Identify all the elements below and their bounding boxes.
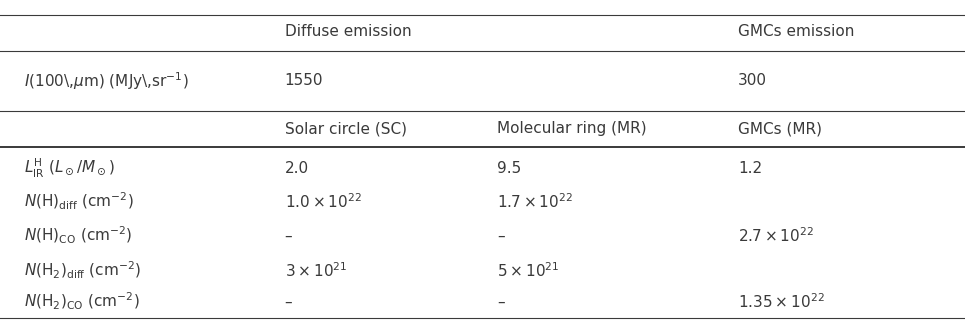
- Text: 1.2: 1.2: [738, 161, 762, 176]
- Text: $3\times10^{21}$: $3\times10^{21}$: [285, 261, 347, 280]
- Text: –: –: [285, 294, 292, 310]
- Text: $1.7\times10^{22}$: $1.7\times10^{22}$: [497, 192, 573, 211]
- Text: 2.0: 2.0: [285, 161, 309, 176]
- Text: $1.0\times10^{22}$: $1.0\times10^{22}$: [285, 192, 362, 211]
- Text: $N$(H$_2$)$_{\rm diff}$ (cm$^{-2}$): $N$(H$_2$)$_{\rm diff}$ (cm$^{-2}$): [24, 260, 141, 281]
- Text: –: –: [497, 228, 505, 244]
- Text: $1.35\times10^{22}$: $1.35\times10^{22}$: [738, 293, 825, 311]
- Text: 300: 300: [738, 73, 767, 88]
- Text: $N$(H$_2$)$_{\rm CO}$ (cm$^{-2}$): $N$(H$_2$)$_{\rm CO}$ (cm$^{-2}$): [24, 291, 140, 313]
- Text: $2.7\times10^{22}$: $2.7\times10^{22}$: [738, 227, 814, 245]
- Text: 1550: 1550: [285, 73, 323, 88]
- Text: Solar circle (SC): Solar circle (SC): [285, 121, 406, 136]
- Text: 9.5: 9.5: [497, 161, 521, 176]
- Text: –: –: [285, 228, 292, 244]
- Text: $\mathit{I}$(100\,$\mathit{\mu}$m) (MJy\,sr$^{-1}$): $\mathit{I}$(100\,$\mathit{\mu}$m) (MJy\…: [24, 70, 189, 92]
- Text: $5\times10^{21}$: $5\times10^{21}$: [497, 261, 560, 280]
- Text: Diffuse emission: Diffuse emission: [285, 24, 411, 39]
- Text: $N$(H)$_{\rm CO}$ (cm$^{-2}$): $N$(H)$_{\rm CO}$ (cm$^{-2}$): [24, 225, 132, 247]
- Text: GMCs (MR): GMCs (MR): [738, 121, 822, 136]
- Text: $N$(H)$_{\rm diff}$ (cm$^{-2}$): $N$(H)$_{\rm diff}$ (cm$^{-2}$): [24, 191, 134, 212]
- Text: Molecular ring (MR): Molecular ring (MR): [497, 121, 647, 136]
- Text: GMCs emission: GMCs emission: [738, 24, 855, 39]
- Text: $L^{\rm H}_{\rm IR}$ ($L_\odot$/$M_\odot$): $L^{\rm H}_{\rm IR}$ ($L_\odot$/$M_\odot…: [24, 157, 115, 180]
- Text: –: –: [497, 294, 505, 310]
